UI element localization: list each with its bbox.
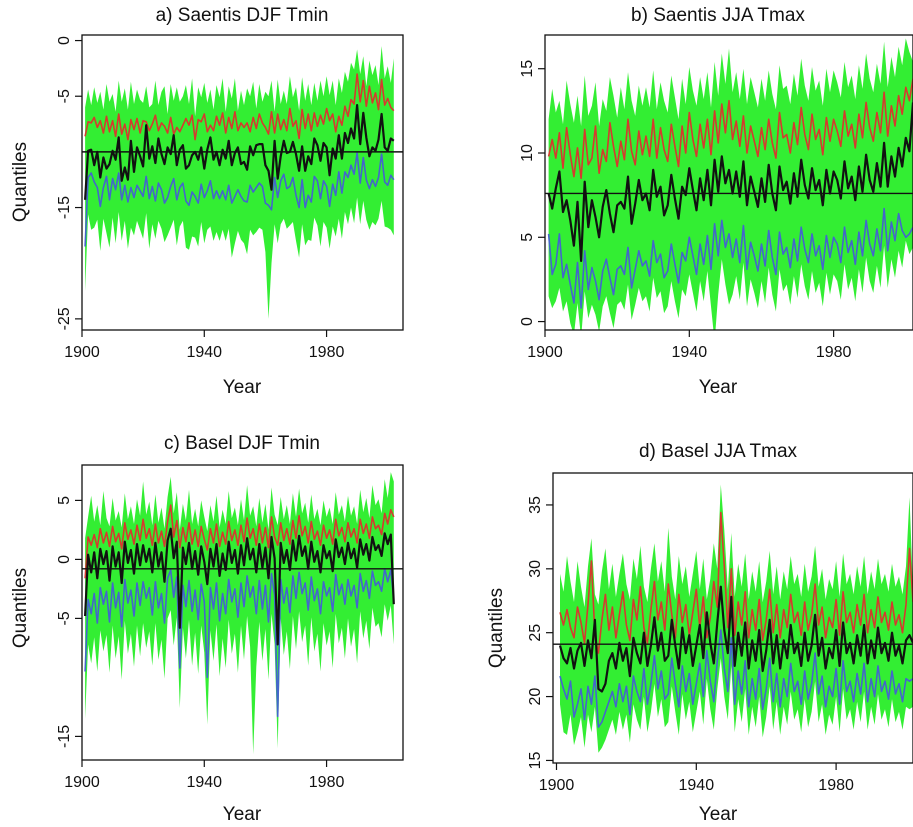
panel-c-x-tick-label: 1900 [64, 774, 100, 791]
panel-a-upper-line [84, 73, 395, 141]
panel-d-lower-line [559, 629, 913, 728]
panel-b-title: b) Saentis JJA Tmax [631, 5, 805, 26]
panel-d-y-tick-label: 35 [527, 496, 544, 514]
panel-b-envelope-band [548, 38, 913, 330]
panel-b-frame [544, 34, 913, 331]
panel-a-y-tick-label: 0 [56, 36, 73, 45]
panel-a-x-ticks: 1900 1940 1980 [64, 330, 344, 361]
panel-c: c) Basel DJF Tmin 5 0 -5 -15 1900 1940 1980 Y… [10, 433, 404, 825]
panel-a-title: a) Saentis DJF Tmin [156, 5, 329, 26]
panel-d: d) Basel JJA Tmax 15 20 25 30 35 1900 1940 198… [486, 441, 913, 825]
panel-d-y-tick-label: 25 [527, 624, 544, 642]
panel-b-lower-line [547, 207, 913, 309]
panel-c-lower-line [84, 568, 395, 718]
panel-b-y-tick-label: 0 [519, 317, 536, 326]
panel-d-x-tick-label: 1940 [679, 777, 715, 794]
panel-b-y-tick-label: 5 [519, 233, 536, 242]
panel-a-plot [81, 34, 404, 331]
panel-c-x-tick-label: 1980 [309, 774, 345, 791]
panel-d-xlabel: Year [699, 804, 738, 825]
panel-a-x-tick-label: 1980 [309, 344, 345, 361]
panel-c-envelope-band [85, 472, 394, 755]
panel-c-y-ticks: 5 0 -5 -15 [56, 496, 82, 748]
panel-c-title: c) Basel DJF Tmin [164, 433, 320, 454]
panel-c-xlabel: Year [223, 804, 262, 825]
panel-b-y-tick-label: 10 [519, 144, 536, 162]
panel-b-xlabel: Year [699, 377, 738, 398]
panel-b-x-tick-label: 1980 [816, 344, 852, 361]
panel-b-x-tick-label: 1900 [527, 344, 563, 361]
panel-d-y-tick-label: 15 [527, 751, 544, 769]
panel-c-upper-line [84, 504, 395, 579]
panel-a-x-tick-label: 1940 [186, 344, 222, 361]
panel-c-frame [81, 464, 404, 761]
panel-b-median-line [547, 102, 913, 262]
panel-b-y-ticks: 0 5 10 15 [519, 60, 545, 326]
panel-b-x-ticks: 1900 1940 1980 [527, 330, 852, 361]
panel-a-envelope-band [85, 46, 394, 319]
panel-c-median-line [84, 527, 395, 646]
panel-a-x-tick-label: 1900 [64, 344, 100, 361]
panel-d-median-line [558, 585, 913, 693]
panel-c-y-tick-label: -15 [56, 725, 73, 748]
panel-d-upper-line [559, 511, 913, 654]
panel-d-plot [552, 472, 913, 764]
panel-c-y-tick-label: 5 [56, 496, 73, 505]
panel-a-ylabel: Quantiles [10, 142, 31, 222]
panel-d-x-ticks: 1900 1940 1980 [539, 763, 854, 794]
panel-c-ylabel: Quantiles [10, 568, 31, 648]
panel-c-plot [81, 464, 404, 761]
panel-a-y-tick-label: -25 [56, 307, 73, 330]
panel-b-y-tick-label: 15 [519, 60, 536, 78]
panel-a-y-tick-label: -15 [56, 196, 73, 219]
panel-d-ylabel: Quantiles [486, 588, 507, 668]
panel-c-x-ticks: 1900 1940 1980 [64, 760, 344, 791]
panel-d-title: d) Basel JJA Tmax [639, 441, 798, 462]
panel-d-y-tick-label: 30 [527, 560, 544, 578]
panel-a-lower-line [84, 152, 395, 247]
panel-c-y-tick-label: -5 [56, 611, 73, 625]
panel-d-frame [552, 472, 913, 764]
panel-c-y-tick-label: 0 [56, 555, 73, 564]
panel-d-y-ticks: 15 20 25 30 35 [527, 496, 553, 769]
panel-b-upper-line [547, 78, 913, 180]
panel-b-plot [544, 34, 913, 331]
panel-b-x-tick-label: 1940 [672, 344, 708, 361]
panel-a-y-tick-label: -5 [56, 89, 73, 103]
panel-c-x-tick-label: 1940 [186, 774, 222, 791]
panel-a-xlabel: Year [223, 377, 262, 398]
panel-d-y-tick-label: 20 [527, 688, 544, 706]
panel-d-x-tick-label: 1900 [539, 777, 575, 794]
panel-a-frame [81, 34, 404, 331]
panel-a: a) Saentis DJF Tmin 0-5-15-25 1900 1940 19… [10, 5, 404, 398]
panel-a-y-ticks: 0 -5 -15 -25 [56, 36, 82, 330]
panel-d-x-tick-label: 1980 [818, 777, 854, 794]
